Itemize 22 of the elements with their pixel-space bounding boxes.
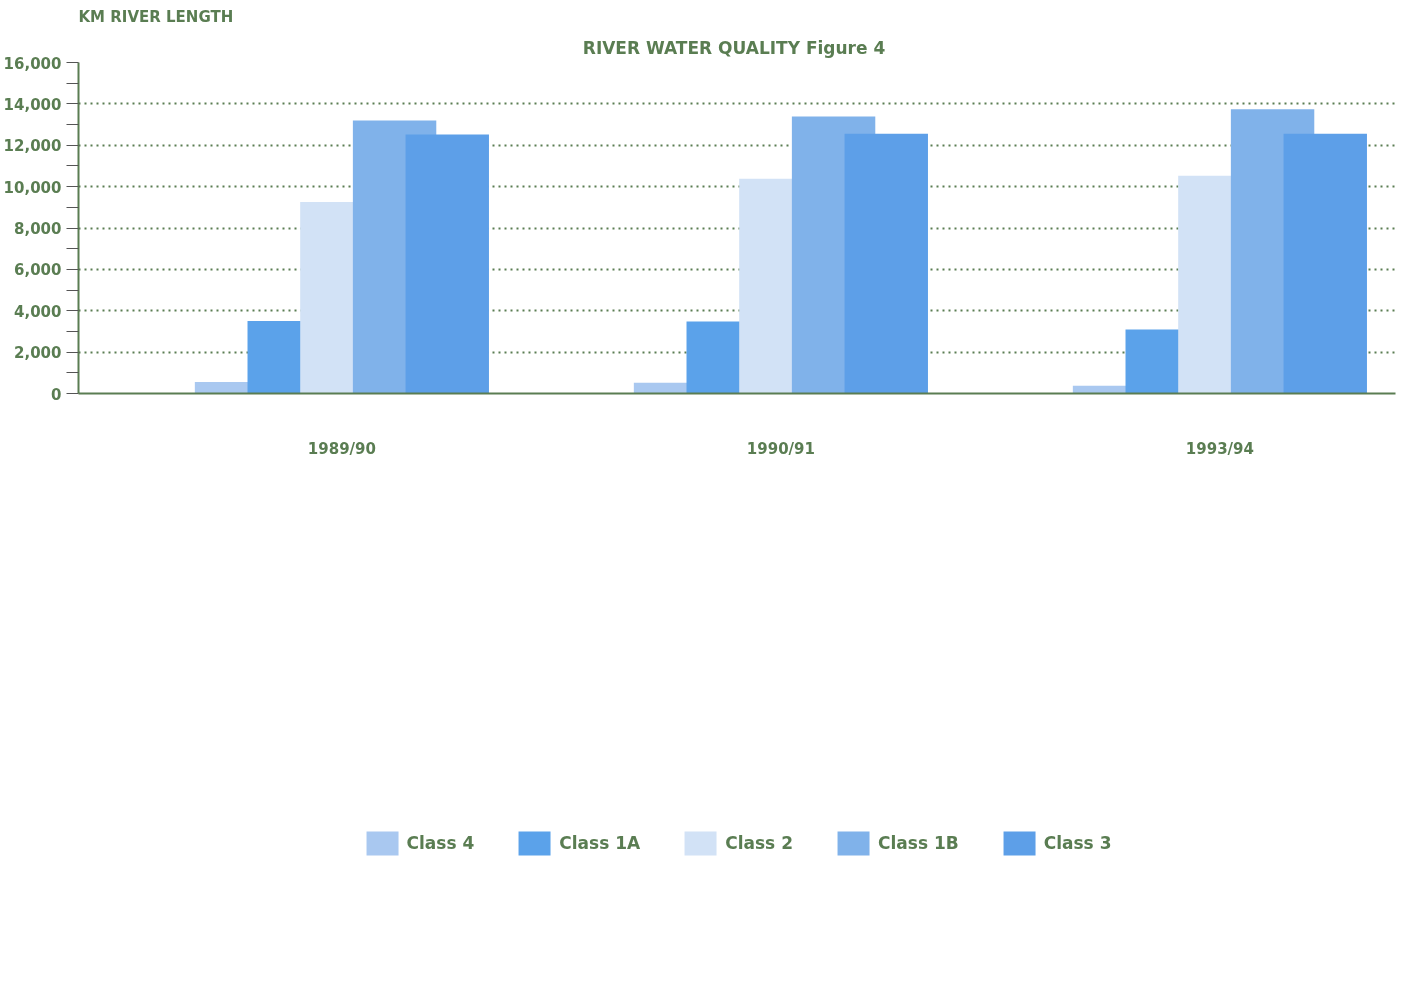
bar <box>1283 133 1367 394</box>
x-tick-label: 1993/94 <box>1185 439 1254 458</box>
y-tick-label: 14,000 <box>3 95 62 114</box>
x-tick-label: 1990/91 <box>746 439 815 458</box>
y-tick-label: 4,000 <box>14 302 62 321</box>
bar <box>405 134 489 394</box>
y-tick-label: 6,000 <box>14 261 62 280</box>
y-tick-label: 0 <box>51 385 62 404</box>
legend-label: Class 3 <box>1043 832 1112 853</box>
chart-title: RIVER WATER QUALITY Figure 4 <box>582 37 886 58</box>
legend-label: Class 1A <box>559 832 641 853</box>
y-tick-label: 10,000 <box>3 178 62 197</box>
y-axis-title: KM RIVER LENGTH <box>78 7 234 26</box>
y-tick-label: 12,000 <box>3 137 62 156</box>
y-tick-label: 2,000 <box>14 344 62 363</box>
y-tick-label: 8,000 <box>14 220 62 238</box>
y-tick-label: 16,000 <box>3 54 62 73</box>
legend-label: Class 2 <box>725 832 793 853</box>
legend-label: Class 4 <box>406 832 475 853</box>
x-tick-label: 1989/90 <box>307 439 376 458</box>
bar <box>844 133 928 394</box>
legend-label: Class 1B <box>877 832 959 853</box>
